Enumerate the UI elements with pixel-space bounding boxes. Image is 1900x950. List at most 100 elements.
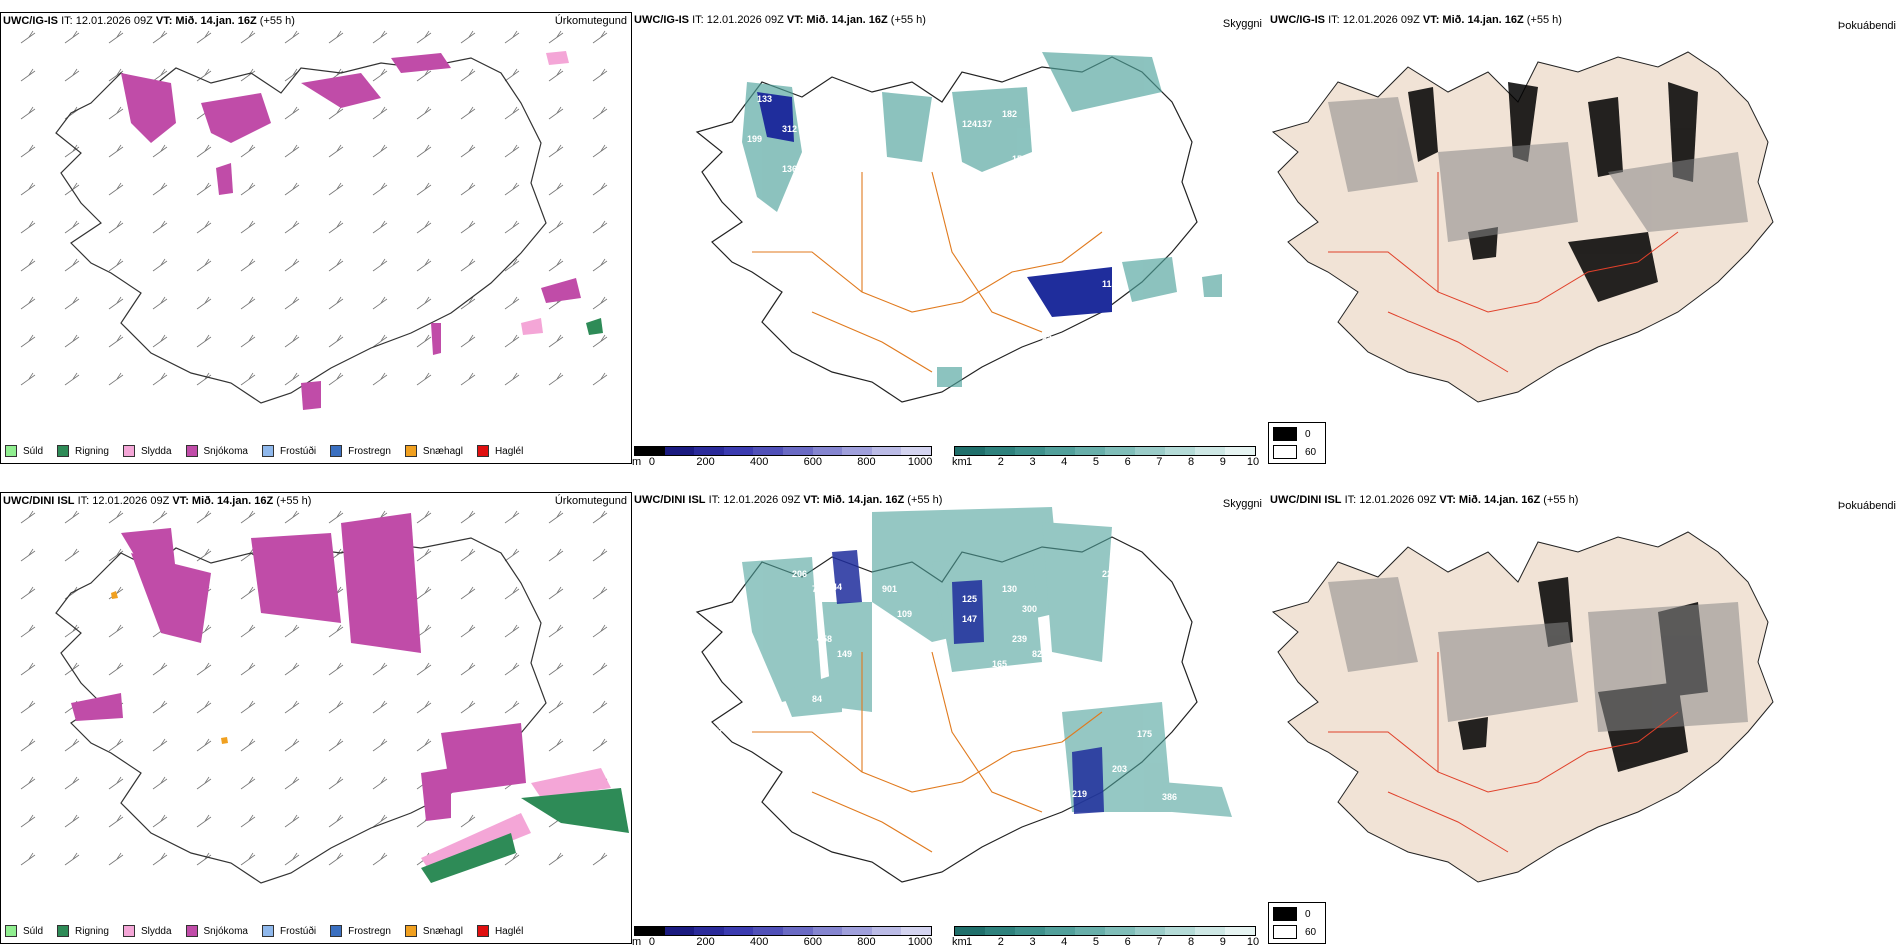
colorbar-tick: 7 <box>1156 456 1163 468</box>
wind-barb <box>592 334 608 348</box>
wind-barb <box>592 738 608 752</box>
wind-barb <box>240 586 256 600</box>
wind-barb <box>64 334 80 348</box>
colorbar-segment <box>955 447 985 455</box>
wind-barb <box>284 106 300 120</box>
wind-barb <box>196 510 212 524</box>
fog-map <box>1271 531 1774 883</box>
colorbar-segment <box>1195 447 1225 455</box>
legend-label: Frostregn <box>348 925 391 937</box>
wind-barb <box>64 814 80 828</box>
precip-legend: Súld Rigning Slydda Snjókoma Frostúði Frostre… <box>5 925 523 937</box>
legend-label: Frostúði <box>279 445 317 457</box>
panel-header: UWC/IG-IS IT: 12.01.2026 09Z VT: Mið. 14… <box>1270 14 1562 26</box>
colorbar-segment <box>985 927 1015 935</box>
wind-barb <box>20 510 36 524</box>
wind-barb <box>196 334 212 348</box>
visibility-value-label: 86 <box>1027 234 1037 244</box>
fog-key-label: 60 <box>1305 926 1317 938</box>
visibility-value-label: 239 <box>1012 634 1027 644</box>
legend-swatch <box>330 445 343 457</box>
colorbar-segment <box>664 447 695 455</box>
wind-barb <box>372 662 388 676</box>
colorbar-segment <box>985 447 1015 455</box>
wind-barb <box>416 296 432 310</box>
wind-barb <box>196 776 212 790</box>
wind-barb <box>240 144 256 158</box>
fog-key-label: 0 <box>1305 908 1311 920</box>
wind-barb <box>328 738 344 752</box>
wind-barb <box>592 510 608 524</box>
wind-barb <box>416 548 432 562</box>
wind-barb <box>196 258 212 272</box>
fog-key-row: 60 <box>1273 925 1321 939</box>
wind-barb <box>328 776 344 790</box>
colorbar-tick: 9 <box>1219 456 1226 468</box>
wind-barb <box>372 144 388 158</box>
visibility-value-label: 203 <box>1112 764 1127 774</box>
colorbar-tick: 6 <box>1124 936 1131 948</box>
wind-barb <box>372 68 388 82</box>
wind-barb <box>416 738 432 752</box>
colorbar-segment <box>1135 447 1165 455</box>
fog-key-swatch <box>1273 427 1297 441</box>
precip-legend: Súld Rigning Slydda Snjókoma Frostúði Frostre… <box>5 445 523 457</box>
wind-barb <box>592 296 608 310</box>
wind-barb <box>372 258 388 272</box>
wind-barb <box>460 814 476 828</box>
wind-barb <box>372 776 388 790</box>
legend-item: Snjókoma <box>185 445 248 457</box>
colorbar-segment <box>1105 927 1135 935</box>
wind-barb <box>20 624 36 638</box>
wind-barb <box>504 334 520 348</box>
wind-barb <box>548 586 564 600</box>
wind-barb <box>108 624 124 638</box>
colorbar-km: 1 2 3 4 5 6 7 8 9 10 km <box>952 926 1259 948</box>
panel-header: UWC/IG-IS IT: 12.01.2026 09Z VT: Mið. 14… <box>634 14 926 26</box>
legend-label: Haglél <box>494 445 524 457</box>
wind-barb <box>372 334 388 348</box>
wind-barb <box>152 258 168 272</box>
colorbar-segment <box>635 927 665 935</box>
wind-barb <box>108 296 124 310</box>
visibility-value-label: 137 <box>977 119 992 129</box>
wind-barb <box>196 814 212 828</box>
colorbar-tick: 5 <box>1092 456 1099 468</box>
visibility-value-label: 84 <box>812 694 822 704</box>
wind-barb <box>504 220 520 234</box>
wind-barb <box>64 624 80 638</box>
wind-barb <box>328 258 344 272</box>
wind-barb <box>196 662 212 676</box>
colorbar-segment <box>842 927 872 935</box>
wind-barb <box>548 700 564 714</box>
legend-item: Frostúði <box>261 925 316 937</box>
wind-barb <box>372 700 388 714</box>
visibility-panel-top: UWC/IG-IS IT: 12.01.2026 09Z VT: Mið. 14… <box>632 12 1268 468</box>
wind-barb <box>240 852 256 866</box>
wind-barb <box>240 738 256 752</box>
wind-barb <box>460 700 476 714</box>
fog-key: 0 60 <box>1268 902 1326 944</box>
wind-barb <box>108 220 124 234</box>
wind-barb <box>20 852 36 866</box>
wind-barb <box>64 372 80 386</box>
wind-barb <box>20 738 36 752</box>
wind-barb <box>504 548 520 562</box>
wind-barb <box>108 852 124 866</box>
wind-barb <box>108 182 124 196</box>
legend-label: Snjókoma <box>203 445 248 457</box>
wind-barb <box>328 814 344 828</box>
wind-barb <box>20 776 36 790</box>
colorbar-segment <box>812 927 843 935</box>
wind-barb <box>196 738 212 752</box>
legend-swatch <box>476 925 489 937</box>
wind-barb <box>460 258 476 272</box>
visibility-value-label: 136 <box>782 164 797 174</box>
wind-barb <box>372 814 388 828</box>
wind-barb <box>328 220 344 234</box>
wind-barb <box>416 334 432 348</box>
wind-barb <box>108 258 124 272</box>
wind-barb <box>108 68 124 82</box>
legend-swatch <box>404 445 417 457</box>
fog-key-label: 0 <box>1305 428 1311 440</box>
